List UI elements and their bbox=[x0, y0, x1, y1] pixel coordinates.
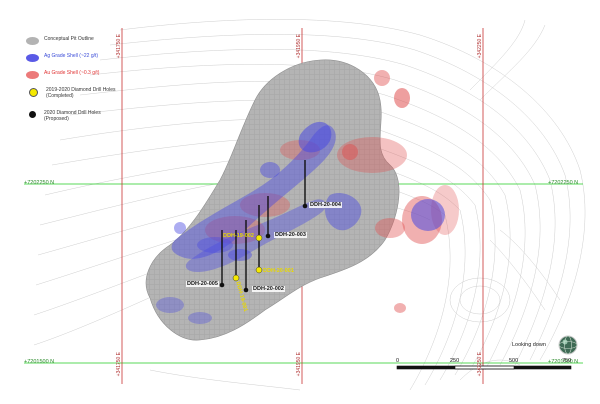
scale-tick-0: 0 bbox=[396, 358, 400, 364]
legend-pit: Conceptual Pit Outline bbox=[26, 36, 146, 52]
ag-grade-shells bbox=[156, 121, 445, 324]
ag-swatch-icon bbox=[26, 54, 39, 62]
collar-ddh-20-003 bbox=[265, 233, 271, 239]
northing-label-top-left: +7202250 N bbox=[24, 180, 55, 186]
collar-ddh-19-001 bbox=[232, 274, 240, 282]
easting-3-top: +342250 E bbox=[477, 34, 483, 59]
easting-1-top: +341750 E bbox=[116, 34, 122, 59]
proposed-hole-icon bbox=[29, 111, 36, 118]
easting-3-bottom: +342250 E bbox=[477, 352, 483, 377]
easting-2-top: +341950 E bbox=[296, 34, 302, 59]
legend-pit-label: Conceptual Pit Outline bbox=[44, 36, 94, 42]
collar-ddh-20-005 bbox=[219, 282, 225, 288]
collar-ddh-20-004 bbox=[302, 203, 308, 209]
legend-completed-line1: 2019-2020 Diamond Drill Holes bbox=[46, 87, 116, 93]
label-ddh-20-001: DDH-20-001 bbox=[263, 268, 294, 274]
scale-bar bbox=[396, 365, 572, 370]
easting-1-bottom: +341750 E bbox=[116, 352, 122, 377]
orientation-label: Looking down bbox=[512, 342, 546, 348]
legend-ag: Ag Grade Shell (~22 g/t) bbox=[26, 53, 146, 69]
northing-label-bottom-left: +7201500 N bbox=[24, 359, 55, 365]
map-legend: Conceptual Pit Outline Ag Grade Shell (~… bbox=[26, 36, 146, 133]
collar-ddh-20-002 bbox=[243, 287, 249, 293]
legend-completed-line2: (Completed) bbox=[46, 93, 74, 99]
drill-collars bbox=[219, 203, 308, 293]
label-ddh-20-005: DDH-20-005 bbox=[186, 281, 219, 287]
label-ddh-20-004: DDH-20-004 bbox=[309, 202, 342, 208]
legend-au-label: Au Grade Shell (~0.3 g/t) bbox=[44, 70, 100, 76]
legend-ag-label: Ag Grade Shell (~22 g/t) bbox=[44, 53, 99, 59]
easting-2-bottom: +341950 E bbox=[296, 352, 302, 377]
pit-swatch-icon bbox=[26, 37, 39, 45]
completed-hole-icon bbox=[29, 88, 38, 97]
legend-proposed-line1: 2020 Diamond Drill Holes bbox=[44, 110, 101, 116]
scale-tick-250: 250 bbox=[450, 358, 460, 364]
collar-ddh-20-001 bbox=[255, 266, 263, 274]
looking-down-globe-icon bbox=[558, 335, 578, 355]
conceptual-pit bbox=[145, 59, 400, 341]
northing-label-bottom-right: +7201500 N bbox=[548, 359, 579, 365]
au-grade-shells bbox=[205, 70, 459, 313]
drill-traces bbox=[221, 160, 306, 290]
label-ddh-19-002: DDH-19-002 bbox=[223, 233, 254, 239]
legend-proposed-line2: (Proposed) bbox=[44, 116, 69, 122]
scale-tick-500: 500 bbox=[509, 358, 519, 364]
collar-ddh-19-002 bbox=[255, 234, 263, 242]
legend-completed: 2019-2020 Diamond Drill Holes (Completed… bbox=[26, 87, 146, 109]
scale-tick-750: 750 bbox=[562, 358, 572, 364]
legend-au: Au Grade Shell (~0.3 g/t) bbox=[26, 70, 146, 86]
legend-proposed: 2020 Diamond Drill Holes (Proposed) bbox=[26, 110, 146, 132]
label-ddh-20-003: DDH-20-003 bbox=[274, 232, 307, 238]
label-ddh-20-002: DDH-20-002 bbox=[252, 286, 285, 292]
northing-label-top-right: +7202250 N bbox=[548, 180, 579, 186]
au-swatch-icon bbox=[26, 71, 39, 79]
